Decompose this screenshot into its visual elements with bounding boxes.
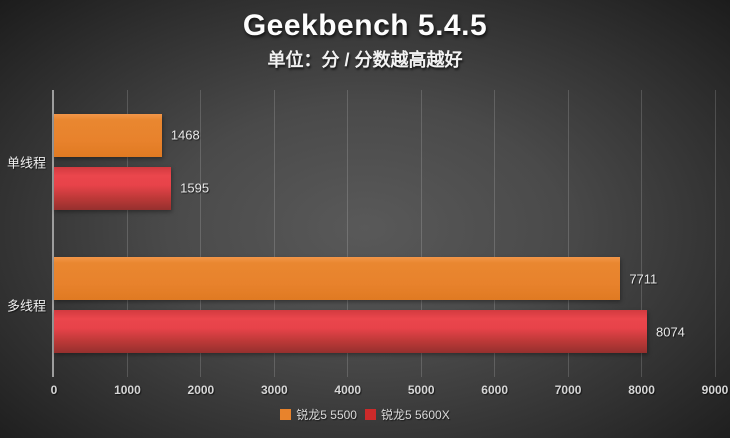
bar	[54, 113, 162, 157]
legend-item: 锐龙5 5600X	[365, 406, 450, 423]
gridline	[273, 90, 275, 377]
bar	[54, 310, 647, 354]
value-label: 7711	[629, 271, 658, 287]
legend-label: 锐龙5 5500	[296, 407, 357, 422]
x-axis-tick-label: 3000	[260, 383, 288, 397]
x-axis-tick-label: 4000	[334, 383, 362, 397]
category-label: 单线程	[6, 155, 46, 171]
x-axis-tick-label: 7000	[554, 383, 582, 397]
plot-area: 0 1000 2000 3000 4000 5000 6000 7000 8000 9000 单线程…	[7, 90, 728, 397]
gridline	[200, 90, 202, 377]
legend: 锐龙5 5500 锐龙5 5600X	[0, 403, 730, 425]
x-axis-tick-label: 1000	[114, 383, 141, 397]
legend-swatch-icon	[365, 408, 376, 420]
gridline	[126, 90, 128, 377]
category-label: 多线程	[6, 298, 46, 314]
x-axis-tick-label: 8000	[628, 383, 655, 397]
gridline	[347, 90, 349, 377]
bar	[54, 257, 621, 301]
bar	[54, 166, 172, 210]
value-label: 1468	[170, 127, 200, 143]
x-axis-tick-label: 0	[50, 383, 58, 397]
x-axis-tick-label: 9000	[701, 383, 729, 397]
legend-swatch-icon	[280, 408, 292, 420]
gridline	[714, 90, 716, 377]
value-label: 1595	[180, 180, 210, 196]
value-label: 8074	[655, 324, 685, 340]
legend-label: 锐龙5 5600X	[381, 407, 450, 422]
x-axis-tick-label: 6000	[481, 383, 509, 397]
legend-item: 锐龙5 5500	[280, 406, 357, 423]
chart-title: Geekbench 5.4.5	[242, 9, 488, 42]
gridline	[641, 90, 643, 377]
gridline	[494, 90, 496, 377]
x-axis-tick-label: 5000	[407, 383, 435, 397]
chart-subtitle: 单位：分 / 分数越高越好	[267, 50, 463, 70]
x-axis-tick-label: 2000	[187, 383, 215, 397]
gridline	[420, 90, 422, 377]
gridline	[567, 90, 569, 377]
